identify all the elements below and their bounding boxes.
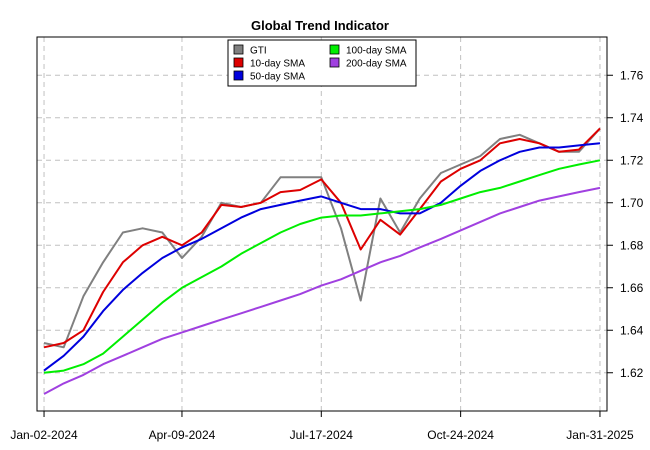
x-tick-label: Jan-31-2025 [566, 428, 634, 442]
legend-box [227, 39, 417, 87]
legend-label: 100-day SMA [346, 46, 407, 57]
y-tick-label: 1.76 [620, 68, 644, 82]
axes-layer: Jan-02-2024 Apr-09-2024 Jul-17-2024 Oct-24-… [10, 68, 643, 442]
grid-layer [37, 37, 607, 411]
y-tick-label: 1.72 [620, 153, 644, 167]
x-tick-label: Oct-24-2024 [427, 428, 494, 442]
legend-swatch [329, 57, 340, 68]
series-line-50-day-sma [43, 142, 601, 372]
series-line-10-day-sma [43, 127, 601, 349]
legend-label: GTI [250, 46, 267, 57]
y-tick-label: 1.68 [620, 238, 644, 252]
series-layer [43, 127, 601, 395]
series-line-100-day-sma [43, 159, 601, 374]
legend-swatch [233, 57, 244, 68]
y-tick-label: 1.66 [620, 281, 644, 295]
legend-swatch [233, 44, 244, 55]
chart-title: Global Trend Indicator [251, 18, 389, 33]
y-tick-label: 1.74 [620, 111, 644, 125]
legend-label: 50-day SMA [250, 72, 305, 83]
series-line-200-day-sma [43, 186, 601, 395]
x-tick-label: Jan-02-2024 [10, 428, 78, 442]
y-tick-label: 1.64 [620, 323, 644, 337]
legend: GTI 10-day SMA 50-day SMA 100-day SMA 200-da… [227, 39, 417, 87]
legend-label: 10-day SMA [250, 59, 305, 70]
y-tick-label: 1.70 [620, 196, 644, 210]
legend-swatch [233, 70, 244, 81]
plot-frame [36, 36, 608, 412]
series-line-gti [43, 127, 601, 349]
y-tick-label: 1.62 [620, 366, 644, 380]
x-tick-label: Jul-17-2024 [290, 428, 354, 442]
legend-swatch [329, 44, 340, 55]
x-tick-label: Apr-09-2024 [149, 428, 216, 442]
legend-label: 200-day SMA [346, 59, 407, 70]
